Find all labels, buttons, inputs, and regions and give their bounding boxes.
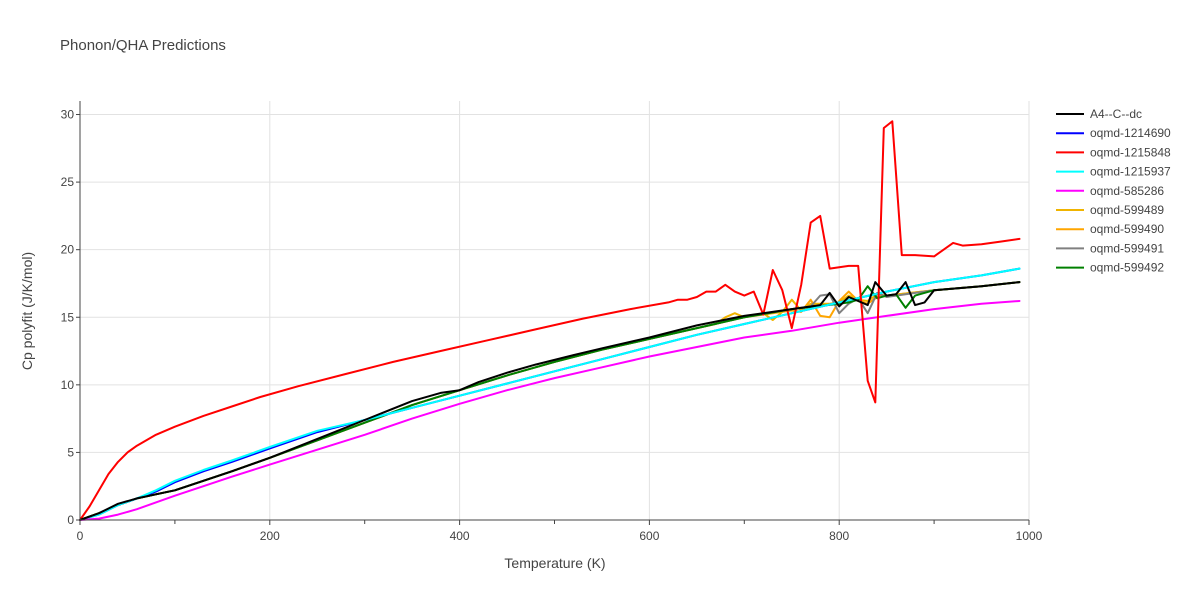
x-tick-label: 600 [639, 529, 659, 543]
legend-label: oqmd-585286 [1090, 184, 1164, 198]
series-line-oqmd-1215848[interactable] [79, 120, 1021, 521]
legend-item[interactable]: oqmd-1214690 [1056, 126, 1171, 140]
legend-label: oqmd-1215848 [1090, 145, 1171, 159]
grid [80, 101, 1030, 520]
plot-area[interactable] [79, 120, 1021, 521]
legend-label: oqmd-1214690 [1090, 126, 1171, 140]
y-tick-label: 30 [61, 108, 75, 122]
series-line-oqmd-585286[interactable] [79, 300, 1021, 521]
y-axis-title: Cp polyfit (J/K/mol) [19, 252, 35, 370]
x-tick-label: 1000 [1016, 529, 1043, 543]
legend-item[interactable]: oqmd-599492 [1056, 261, 1164, 275]
y-tick-label: 0 [67, 513, 74, 527]
y-tick-label: 10 [61, 378, 75, 392]
x-tick-label: 200 [260, 529, 280, 543]
series-line-A4--C--dc[interactable] [79, 281, 1021, 521]
legend-item[interactable]: oqmd-599489 [1056, 203, 1164, 217]
y-tick-label: 15 [61, 310, 75, 324]
legend-item[interactable]: oqmd-599491 [1056, 241, 1164, 255]
y-tick-label: 25 [61, 175, 75, 189]
legend-label: oqmd-599491 [1090, 241, 1164, 255]
legend-label: oqmd-599490 [1090, 222, 1164, 236]
y-tick-label: 5 [67, 445, 74, 459]
legend-label: A4--C--dc [1090, 107, 1142, 121]
legend-item[interactable]: oqmd-1215937 [1056, 165, 1171, 179]
y-tick-label: 20 [61, 243, 75, 257]
x-axis-title: Temperature (K) [504, 555, 605, 571]
axes: 0 5 10 15 20 25 30 0 200 400 600 800 1000 [61, 101, 1043, 543]
legend-label: oqmd-599492 [1090, 261, 1164, 275]
legend-item[interactable]: oqmd-585286 [1056, 184, 1164, 198]
legend-label: oqmd-599489 [1090, 203, 1164, 217]
x-tick-label: 400 [450, 529, 470, 543]
series-line-oqmd-1215937[interactable] [79, 267, 1021, 521]
chart-title: Phonon/QHA Predictions [60, 37, 226, 54]
x-tick-label: 0 [77, 529, 84, 543]
legend-label: oqmd-1215937 [1090, 165, 1171, 179]
legend-item[interactable]: oqmd-599490 [1056, 222, 1164, 236]
legend-item[interactable]: A4--C--dc [1056, 107, 1142, 121]
x-tick-label: 800 [829, 529, 849, 543]
legend-item[interactable]: oqmd-1215848 [1056, 145, 1171, 159]
legend[interactable]: A4--C--dc oqmd-1214690 oqmd-1215848 oqmd-12… [1056, 107, 1171, 275]
